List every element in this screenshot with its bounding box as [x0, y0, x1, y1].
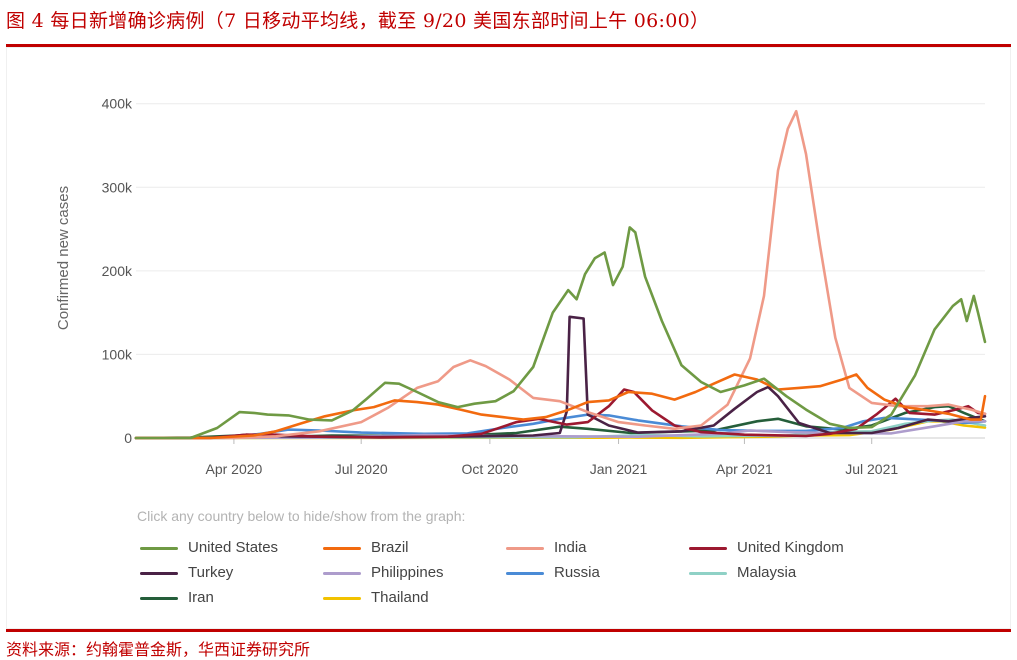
- y-tick-label: 400k: [102, 96, 133, 112]
- legend-swatch: [323, 572, 361, 575]
- legend-label: Russia: [554, 564, 600, 581]
- source-note: 资料来源：约翰霍普金斯，华西证券研究所: [6, 640, 311, 659]
- y-tick-label: 200k: [102, 263, 133, 279]
- x-tick-label: Jul 2021: [845, 461, 898, 477]
- y-tick-label: 300k: [102, 179, 133, 195]
- y-tick-label: 0: [124, 430, 132, 446]
- legend-hint: Click any country below to hide/show fro…: [137, 508, 466, 524]
- y-axis-label: Confirmed new cases: [55, 186, 72, 330]
- x-tick-label: Jan 2021: [590, 461, 648, 477]
- legend-swatch: [140, 572, 178, 575]
- legend-label: Malaysia: [737, 564, 797, 581]
- y-tick-label: 100k: [102, 346, 133, 362]
- series-line-united-states: [134, 226, 987, 440]
- line-chart: 0 100k 200k 300k 400k Apr 2020 Jul 2020 Oct 20…: [55, 96, 987, 477]
- legend-label: United Kingdom: [737, 539, 844, 556]
- legend-label: India: [554, 539, 587, 556]
- legend-label: Brazil: [371, 539, 409, 556]
- legend-label: Thailand: [371, 589, 429, 606]
- legend-swatch: [323, 597, 361, 600]
- series-line-india: [134, 109, 987, 440]
- x-tick-label: Jul 2020: [335, 461, 388, 477]
- series-line-philippines: [134, 420, 987, 440]
- x-tick-label: Apr 2021: [716, 461, 773, 477]
- chart-frame: [6, 47, 1011, 629]
- legend-swatch: [323, 547, 361, 550]
- x-tick-label: Oct 2020: [461, 461, 518, 477]
- legend-swatch: [506, 572, 544, 575]
- y-axis-ticks: 0 100k 200k 300k 400k: [102, 96, 133, 446]
- series-line-brazil: [134, 373, 987, 440]
- legend-swatch: [506, 547, 544, 550]
- legend-label: Turkey: [188, 564, 234, 581]
- legend-swatch: [140, 547, 178, 550]
- legend-swatch: [689, 547, 727, 550]
- legend-swatch: [140, 597, 178, 600]
- x-tick-label: Apr 2020: [205, 461, 262, 477]
- gridlines: [136, 103, 985, 439]
- title-rule: [6, 44, 1011, 47]
- legend-label: Iran: [188, 589, 214, 606]
- source-rule: [6, 629, 1011, 632]
- legend-label: Philippines: [371, 564, 444, 581]
- legend-swatch: [689, 572, 727, 575]
- legend-label: United States: [188, 539, 279, 556]
- series-line-united-kingdom: [134, 388, 987, 440]
- series-lines: [134, 109, 987, 440]
- x-axis-ticks: Apr 2020 Jul 2020 Oct 2020 Jan 2021 Apr 2021…: [205, 438, 898, 477]
- figure-title: 图 4 每日新增确诊病例（7 日移动平均线，截至 9/20 美国东部时间上午 0…: [6, 10, 710, 32]
